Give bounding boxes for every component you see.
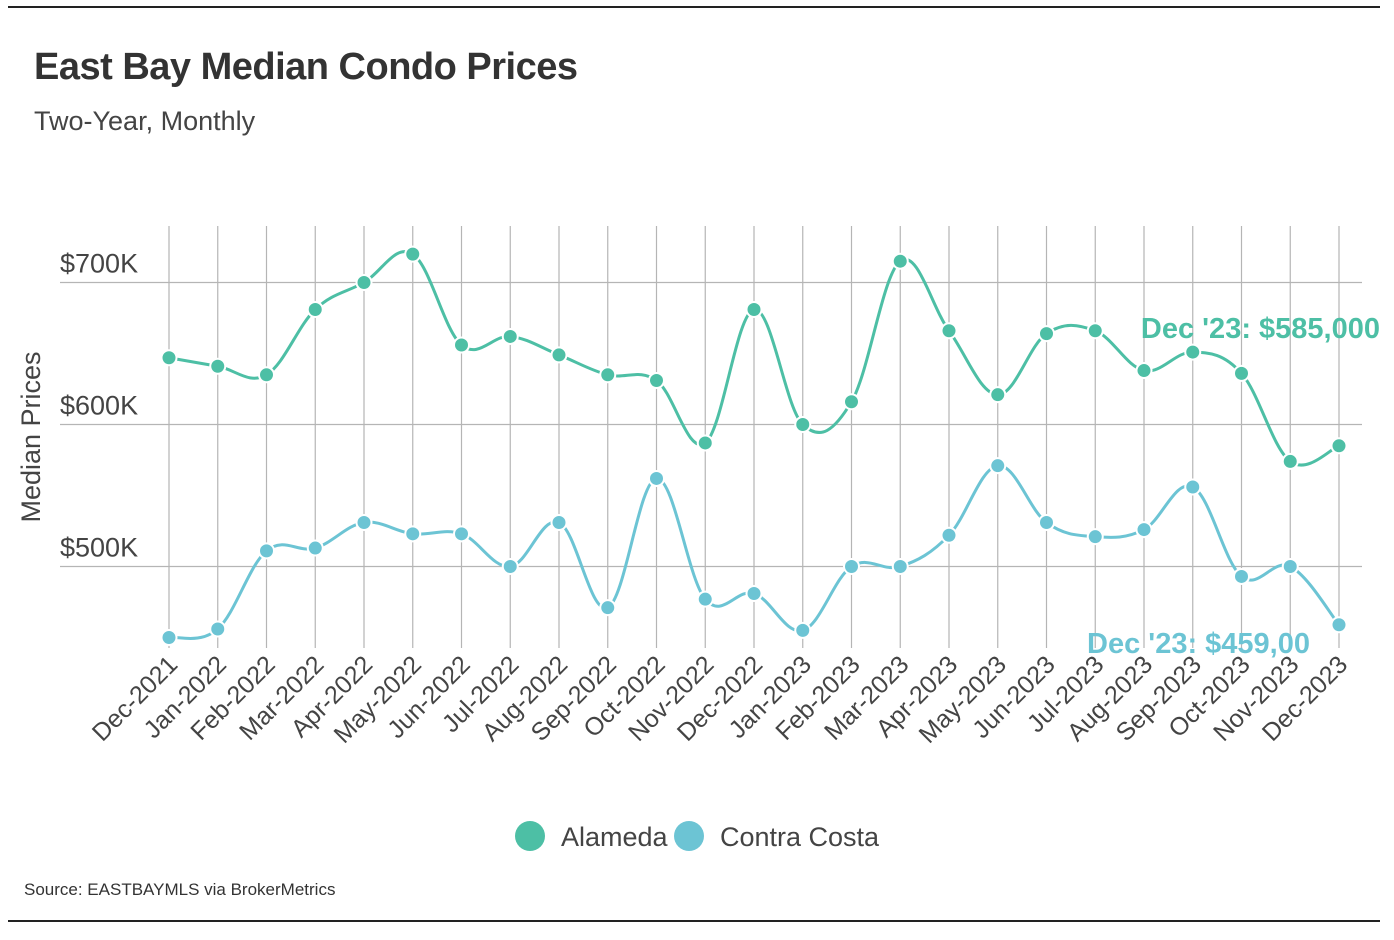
data-point-alameda [355,274,373,291]
data-point-contra-costa [1135,521,1153,539]
data-point-alameda [599,366,617,384]
data-point-contra-costa [404,525,422,543]
data-point-alameda [1330,437,1348,455]
data-point-contra-costa [891,558,909,575]
data-point-alameda [696,434,714,452]
data-point-contra-costa [501,558,519,575]
data-point-contra-costa [696,590,714,608]
data-point-alameda [1233,364,1250,382]
y-axis-label: Median Prices [16,351,46,522]
data-point-alameda [1184,343,1202,361]
data-point-alameda [1281,452,1299,470]
chart-subtitle: Two-Year, Monthly [34,106,256,136]
legend-swatch-contra-costa [674,821,704,851]
data-point-contra-costa [306,539,324,557]
data-point-contra-costa [940,526,958,544]
data-point-contra-costa [843,558,860,575]
legend: Alameda Contra Costa [515,821,880,852]
data-point-contra-costa [1086,528,1104,546]
legend-label-contra-costa: Contra Costa [720,822,880,852]
data-point-contra-costa [160,629,178,646]
top-rule [8,6,1380,8]
data-point-alameda [258,366,275,384]
grid [60,226,1362,648]
data-point-contra-costa [550,513,568,531]
data-point-contra-costa [989,457,1007,475]
data-point-contra-costa [453,525,470,543]
data-point-alameda [209,357,227,375]
legend-swatch-alameda [515,821,545,851]
data-point-alameda [1086,322,1104,340]
annotation-alameda: Dec '23: $585,000 [1141,313,1380,345]
series-lines [160,245,1348,646]
data-point-contra-costa [209,620,227,638]
data-point-alameda [745,300,763,318]
data-point-alameda [501,327,519,345]
data-point-contra-costa [648,469,665,487]
data-point-contra-costa [794,621,812,639]
data-point-alameda [843,393,860,411]
data-point-alameda [794,416,812,433]
data-point-alameda [940,322,958,340]
bottom-rule [8,920,1380,922]
data-point-contra-costa [258,542,275,560]
data-point-contra-costa [355,513,373,531]
source-note: Source: EASTBAYMLS via BrokerMetrics [24,880,336,899]
y-tick-label: $500K [60,533,138,563]
data-point-alameda [453,336,470,354]
data-point-alameda [306,300,324,318]
data-point-contra-costa [745,584,763,602]
y-tick-label: $700K [60,249,138,279]
data-point-alameda [989,386,1007,404]
annotation-contra-costa: Dec '23: $459,00 [1087,628,1310,660]
data-point-alameda [404,245,422,263]
legend-label-alameda: Alameda [561,822,669,852]
data-point-contra-costa [1038,513,1055,531]
data-point-alameda [1135,362,1153,380]
data-point-alameda [160,349,178,367]
chart-title: East Bay Median Condo Prices [34,46,578,88]
data-point-contra-costa [1330,616,1348,634]
data-point-contra-costa [1233,567,1250,585]
y-tick-label: $600K [60,391,138,421]
data-point-alameda [550,346,568,364]
data-point-alameda [891,252,909,270]
annotations: Dec '23: $585,000 Dec '23: $459,00 [1087,313,1380,660]
data-point-contra-costa [1281,558,1299,575]
data-point-contra-costa [599,599,617,617]
data-point-alameda [648,371,665,389]
data-point-alameda [1038,325,1055,343]
data-point-contra-costa [1184,478,1202,496]
